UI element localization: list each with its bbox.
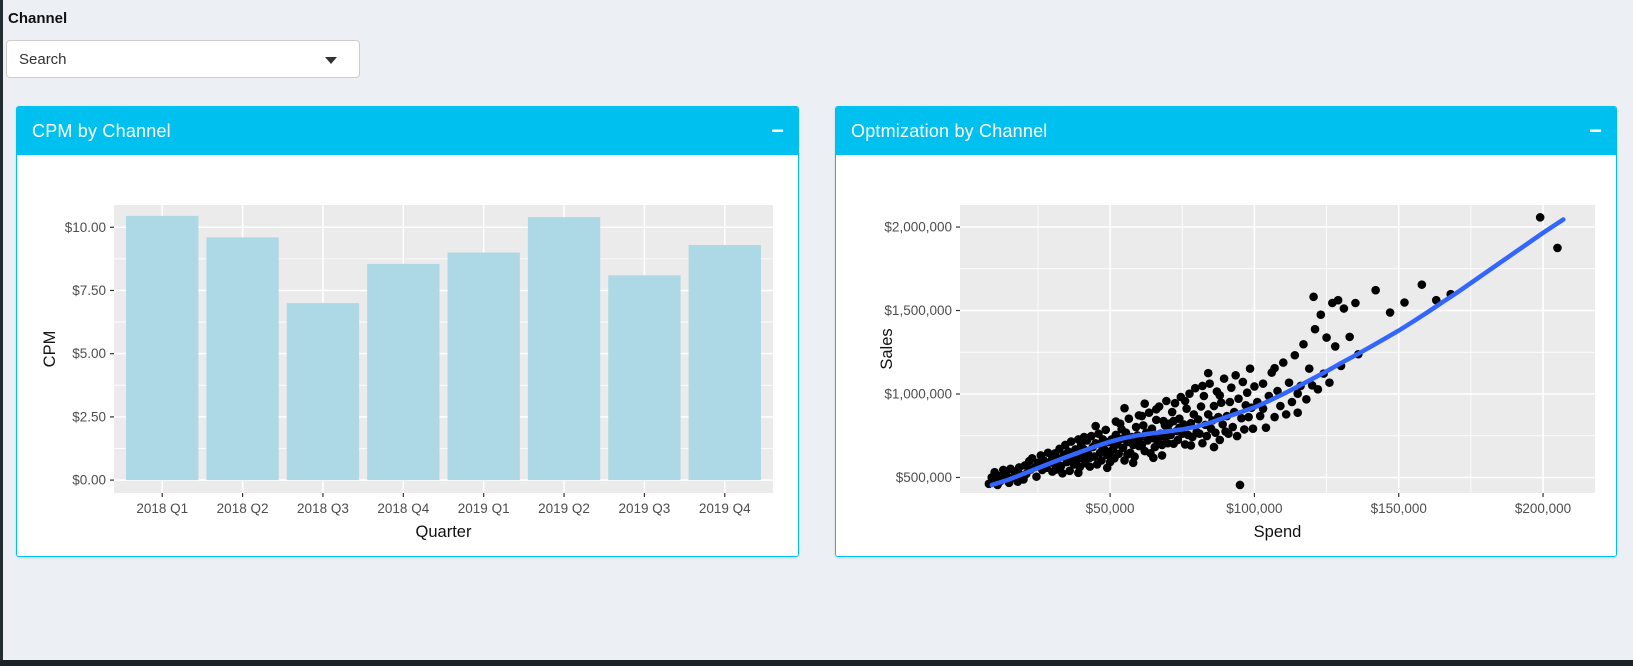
svg-text:2018 Q4: 2018 Q4 [377, 501, 429, 516]
svg-text:$7.50: $7.50 [72, 283, 106, 298]
svg-text:$1,500,000: $1,500,000 [884, 303, 952, 318]
optimization-panel-header: Optmization by Channel − [836, 107, 1616, 155]
svg-text:2019 Q2: 2019 Q2 [538, 501, 590, 516]
optimization-scatter-chart: $500,000 $1,000,000 $1,500,000 $2,000,000 $5… [878, 205, 1595, 541]
svg-text:$200,000: $200,000 [1515, 501, 1571, 516]
svg-text:2019 Q1: 2019 Q1 [458, 501, 510, 516]
cpm-panel-body: $0.00 $2.50 $5.00 $7.50 $10.00 2018 Q1 2018 Q2… [17, 155, 798, 556]
collapse-minus-button[interactable]: − [1589, 118, 1602, 143]
svg-text:$5.00: $5.00 [72, 346, 106, 361]
svg-text:2018 Q2: 2018 Q2 [217, 501, 269, 516]
svg-text:$1,000,000: $1,000,000 [884, 386, 952, 401]
svg-text:$500,000: $500,000 [896, 470, 952, 485]
optimization-panel-title: Optmization by Channel [851, 120, 1048, 141]
caret-down-icon[interactable] [325, 57, 337, 64]
channel-select[interactable]: Search [6, 40, 360, 78]
svg-text:$50,000: $50,000 [1086, 501, 1135, 516]
svg-text:$2.50: $2.50 [72, 409, 106, 424]
window-bottom-edge [0, 660, 1633, 666]
svg-text:$10.00: $10.00 [65, 220, 106, 235]
svg-text:2019 Q4: 2019 Q4 [699, 501, 751, 516]
cpm-bar-chart: $0.00 $2.50 $5.00 $7.50 $10.00 2018 Q1 2018 Q2… [41, 205, 773, 541]
cpm-panel-title: CPM by Channel [32, 120, 171, 141]
svg-text:$2,000,000: $2,000,000 [884, 220, 952, 235]
cpm-panel-header: CPM by Channel − [17, 107, 798, 155]
svg-text:$150,000: $150,000 [1371, 501, 1427, 516]
window-left-edge [0, 0, 3, 666]
optimization-panel: Optmization by Channel − $500,000 $1,000,… [835, 106, 1617, 557]
svg-text:Spend: Spend [1254, 523, 1302, 541]
svg-text:2018 Q1: 2018 Q1 [136, 501, 188, 516]
svg-text:Sales: Sales [878, 328, 896, 369]
svg-text:$0.00: $0.00 [72, 473, 106, 488]
svg-text:2019 Q3: 2019 Q3 [619, 501, 671, 516]
cpm-panel: CPM by Channel − $0.00 $2.50 $5.00 $7.50 $10… [16, 106, 799, 557]
channel-filter-label: Channel [8, 10, 68, 27]
collapse-minus-button[interactable]: − [771, 118, 784, 143]
svg-text:Quarter: Quarter [416, 523, 472, 541]
channel-select-value: Search [19, 50, 67, 68]
optimization-panel-body: $500,000 $1,000,000 $1,500,000 $2,000,000 $5… [836, 155, 1616, 556]
svg-text:$100,000: $100,000 [1226, 501, 1282, 516]
svg-text:2018 Q3: 2018 Q3 [297, 501, 349, 516]
svg-text:CPM: CPM [41, 331, 59, 368]
